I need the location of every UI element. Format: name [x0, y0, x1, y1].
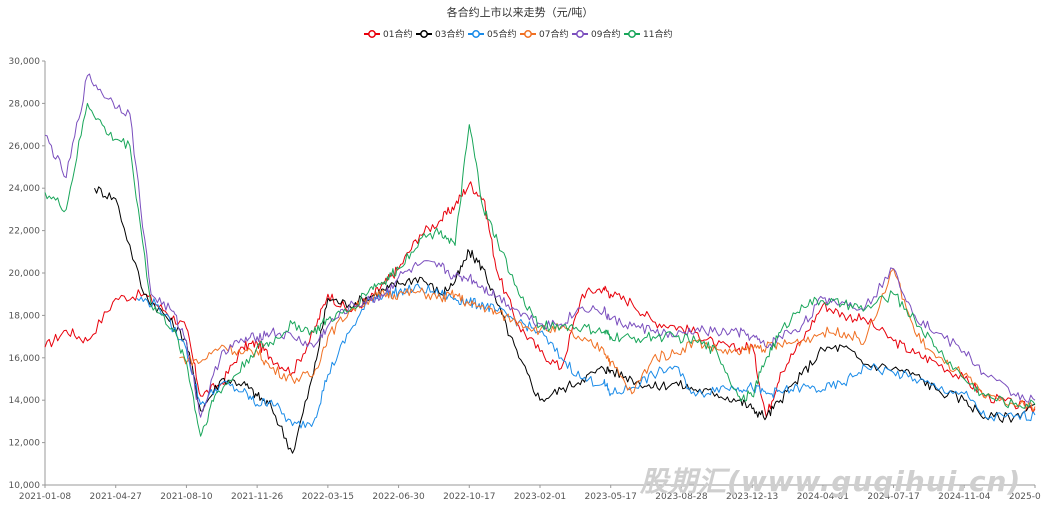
- legend-label: 01合约: [383, 28, 412, 40]
- x-tick-label: 2021-01-08: [19, 492, 72, 502]
- x-tick-label: 2021-08-10: [160, 492, 213, 502]
- series-line-09合约: [44, 73, 1036, 418]
- series-line-03合约: [94, 186, 1036, 454]
- x-tick-label: 2021-11-26: [231, 492, 284, 502]
- x-tick-label: 2024-11-04: [938, 492, 991, 502]
- y-tick-label: 14,000: [9, 396, 41, 406]
- series-line-05合约: [136, 283, 1036, 429]
- x-tick-label: 2024-04-01: [797, 492, 849, 502]
- x-tick-label: 2023-02-01: [514, 492, 566, 502]
- watermark-logo: 股期汇(www.guqihui.cn): [640, 465, 1022, 498]
- y-tick-label: 12,000: [9, 439, 41, 449]
- series-line-07合约: [179, 268, 1036, 412]
- x-tick-label: 2022-03-15: [302, 492, 354, 502]
- legend-swatch-marker: [628, 30, 636, 38]
- legend-swatch-marker: [576, 30, 584, 38]
- x-tick-label: 2023-12-13: [726, 492, 778, 502]
- y-tick-label: 20,000: [9, 269, 41, 279]
- x-tick-label: 2025-02-20: [1009, 492, 1041, 502]
- legend-label: 07合约: [539, 28, 568, 40]
- legend: 01合约 03合约 05合约 07合约 09合约 11合约: [364, 28, 672, 40]
- y-tick-label: 26,000: [9, 142, 41, 152]
- y-tick-label: 24,000: [9, 184, 41, 194]
- x-tick-label: 2022-10-17: [443, 492, 495, 502]
- series-line-11合约: [44, 102, 1036, 437]
- x-tick-label: 2024-07-17: [867, 492, 919, 502]
- legend-swatch-marker: [420, 30, 428, 38]
- x-tick-label: 2023-08-28: [655, 492, 708, 502]
- plot-area: [44, 73, 1036, 454]
- legend-swatch-marker: [368, 30, 376, 38]
- x-tick-label: 2022-06-30: [372, 492, 425, 502]
- legend-swatch-marker: [524, 30, 532, 38]
- chart-title: 各合约上市以来走势（元/吨）: [447, 5, 594, 19]
- y-tick-label: 28,000: [9, 99, 41, 109]
- x-tick-label: 2023-05-17: [585, 492, 637, 502]
- x-axis: 2021-01-08 2021-04-27 2021-08-10 2021-11-26…: [19, 484, 1041, 502]
- y-tick-label: 30,000: [9, 57, 41, 67]
- series-line-01合约: [44, 181, 1036, 418]
- legend-label: 09合约: [591, 28, 620, 40]
- x-tick-label: 2021-04-27: [90, 492, 142, 502]
- legend-label: 05合约: [487, 28, 516, 40]
- legend-swatch-marker: [472, 30, 480, 38]
- y-tick-label: 18,000: [9, 311, 41, 321]
- y-tick-label: 22,000: [9, 227, 41, 237]
- legend-label: 03合约: [435, 28, 464, 40]
- y-tick-label: 16,000: [9, 354, 41, 364]
- y-axis: 10,000 12,000 14,000 16,000 18,000 20,000 22,0…: [9, 57, 46, 491]
- legend-label: 11合约: [643, 28, 672, 40]
- y-tick-label: 10,000: [9, 481, 41, 491]
